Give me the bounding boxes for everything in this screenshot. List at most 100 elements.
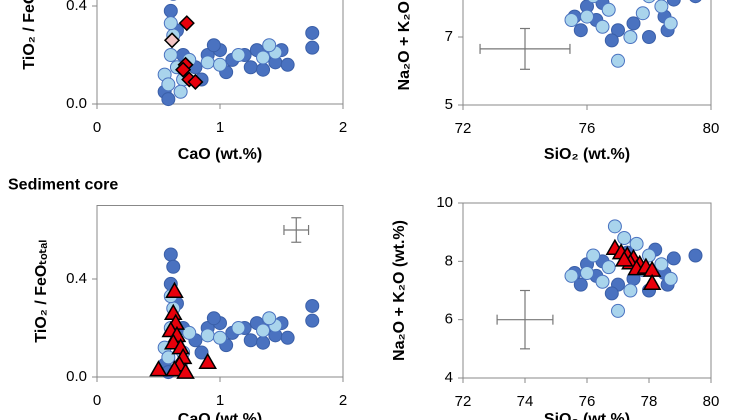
point	[178, 15, 195, 32]
point	[213, 57, 227, 72]
point	[262, 311, 277, 326]
point	[573, 23, 588, 38]
point	[161, 92, 176, 107]
point	[580, 266, 594, 280]
point	[663, 271, 678, 286]
y-axis-label: Na₂O + K₂O (wt.%)	[391, 220, 408, 361]
point	[642, 248, 656, 263]
y-tick-label: 6	[445, 311, 453, 328]
point	[256, 50, 271, 65]
point	[623, 283, 638, 298]
point	[176, 362, 195, 379]
point	[564, 268, 579, 283]
x-axis-label: SiO₂ (wt.%)	[544, 411, 630, 420]
point	[564, 13, 579, 27]
point	[607, 219, 622, 234]
x-tick-label: 80	[703, 393, 720, 410]
x-tick-label: 80	[703, 120, 720, 137]
point	[642, 30, 656, 44]
point	[663, 16, 678, 31]
point	[601, 2, 616, 17]
point	[666, 251, 681, 266]
point	[642, 273, 662, 290]
y-tick-label: 7	[445, 28, 453, 45]
point	[643, 0, 655, 4]
point	[231, 48, 246, 62]
point	[611, 53, 625, 68]
x-axis-label: CaO (wt.%)	[178, 411, 262, 420]
point	[604, 286, 619, 301]
y-tick-label: 10	[436, 194, 453, 211]
point	[688, 248, 703, 263]
point	[604, 33, 619, 48]
panel-title: Sediment core	[8, 177, 118, 194]
point	[163, 16, 178, 31]
y-axis-label: Na₂O + K₂O (wt.%)	[396, 0, 413, 90]
x-tick-label: 0	[93, 119, 101, 136]
x-axis-label: SiO₂ (wt.%)	[544, 146, 630, 163]
point	[165, 281, 184, 298]
point	[163, 247, 178, 262]
point	[194, 345, 209, 360]
x-tick-label: 72	[455, 120, 472, 137]
point	[175, 61, 192, 78]
point	[182, 325, 197, 340]
x-tick-label: 78	[641, 393, 658, 410]
point	[262, 38, 277, 53]
point	[161, 77, 176, 92]
point	[305, 25, 320, 40]
point	[280, 330, 295, 345]
point	[601, 260, 616, 275]
point	[206, 311, 221, 326]
y-axis-label: TiO₂ / FeOₜₒₜₐₗ	[21, 0, 38, 70]
point	[200, 328, 215, 343]
point	[256, 335, 271, 350]
point	[666, 0, 681, 7]
x-axis-label: CaO (wt.%)	[178, 146, 262, 163]
point	[305, 298, 320, 313]
x-tick-label: 76	[579, 393, 596, 410]
point	[611, 23, 625, 38]
point	[163, 32, 181, 49]
point	[689, 0, 702, 4]
point	[623, 30, 638, 44]
point	[654, 257, 669, 272]
point	[595, 274, 610, 289]
point	[200, 55, 215, 70]
point	[163, 48, 178, 62]
point	[173, 84, 188, 99]
point	[149, 360, 168, 377]
x-tick-label: 76	[579, 120, 596, 137]
point	[305, 40, 320, 55]
point	[626, 16, 641, 31]
y-tick-label: 4	[445, 369, 453, 386]
plot-frame	[96, 205, 344, 378]
point	[280, 57, 295, 72]
point	[187, 73, 204, 91]
point	[163, 3, 178, 18]
point	[166, 259, 181, 274]
x-tick-label: 1	[216, 392, 224, 409]
y-axis-label: TiO₂ / FeOₜₒₜₐₗ	[33, 240, 50, 343]
point	[617, 231, 632, 245]
point	[231, 321, 246, 335]
point	[256, 323, 271, 338]
y-tick-label: 5	[445, 96, 453, 113]
x-tick-label: 0	[93, 392, 101, 409]
point	[198, 352, 217, 370]
x-tick-label: 1	[216, 119, 224, 136]
point	[206, 38, 221, 53]
plot-frame	[462, 202, 712, 379]
point	[587, 0, 600, 4]
point	[586, 248, 601, 263]
point	[165, 360, 184, 377]
point	[635, 6, 650, 21]
y-tick-label: 0.4	[66, 270, 87, 287]
y-tick-label: 0.4	[66, 0, 87, 14]
point	[243, 333, 258, 348]
x-tick-label: 74	[517, 393, 534, 410]
point	[595, 19, 610, 34]
y-tick-label: 0.0	[66, 95, 87, 112]
point	[614, 250, 634, 267]
point	[243, 60, 258, 75]
